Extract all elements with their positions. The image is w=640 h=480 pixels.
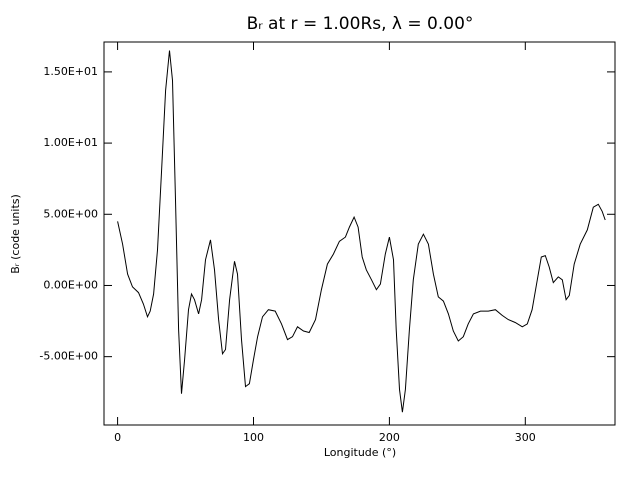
- data-line: [117, 50, 606, 413]
- x-tick-label: 200: [379, 431, 400, 444]
- y-axis-label: Bᵣ (code units): [9, 194, 22, 274]
- y-tick-label: 5.00E+00: [43, 207, 98, 220]
- y-tick-label: 0.00E+00: [43, 278, 98, 291]
- x-tick-label: 300: [515, 431, 536, 444]
- chart-title: Bᵣ at r = 1.00Rs, λ = 0.00°: [247, 14, 474, 34]
- y-tick-label: -5.00E+00: [39, 350, 98, 363]
- y-tick-label: 1.50E+01: [43, 65, 98, 78]
- y-tick-label: 1.00E+01: [43, 136, 98, 149]
- plot-frame: [103, 41, 616, 426]
- x-tick-label: 100: [243, 431, 264, 444]
- x-axis-label: Longitude (°): [324, 446, 396, 459]
- x-tick-label: 0: [114, 431, 121, 444]
